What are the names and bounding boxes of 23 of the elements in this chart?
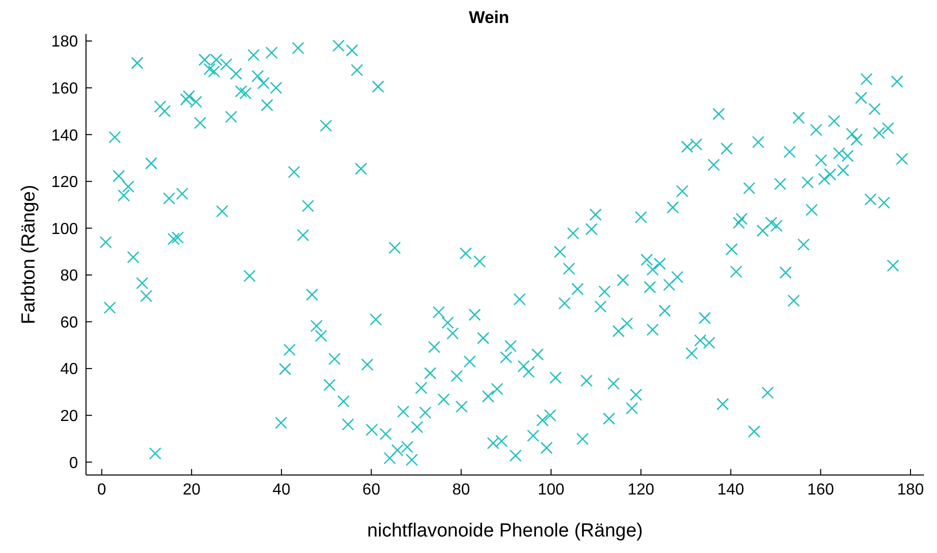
y-tick-label: 100 <box>51 220 78 238</box>
chart-title: Wein <box>468 8 510 29</box>
y-tick-label: 120 <box>51 174 78 192</box>
y-tick-label: 20 <box>60 408 78 426</box>
x-tick-label: 20 <box>182 481 201 498</box>
x-tick-label: 40 <box>272 481 290 498</box>
x-tick-label: 100 <box>538 481 564 498</box>
y-tick-label: 40 <box>60 361 78 378</box>
y-tick-label: 0 <box>69 454 78 472</box>
x-tick-label: 180 <box>897 481 924 498</box>
y-tick-label: 160 <box>51 80 78 98</box>
y-tick-label: 60 <box>60 314 78 332</box>
x-tick-label: 60 <box>362 481 380 498</box>
y-tick-label: 80 <box>60 268 78 285</box>
x-tick-label: 140 <box>717 481 744 498</box>
x-tick-label: 0 <box>97 481 106 498</box>
x-tick-label: 120 <box>628 481 654 498</box>
y-tick-label: 180 <box>51 34 78 51</box>
x-axis-title: nichtflavonoide Phenole (Ränge) <box>367 520 643 542</box>
y-tick-label: 140 <box>51 127 78 144</box>
y-axis-title: Farbton (Ränge) <box>18 184 40 324</box>
x-tick-label: 160 <box>807 481 834 498</box>
x-tick-label: 80 <box>452 481 470 498</box>
